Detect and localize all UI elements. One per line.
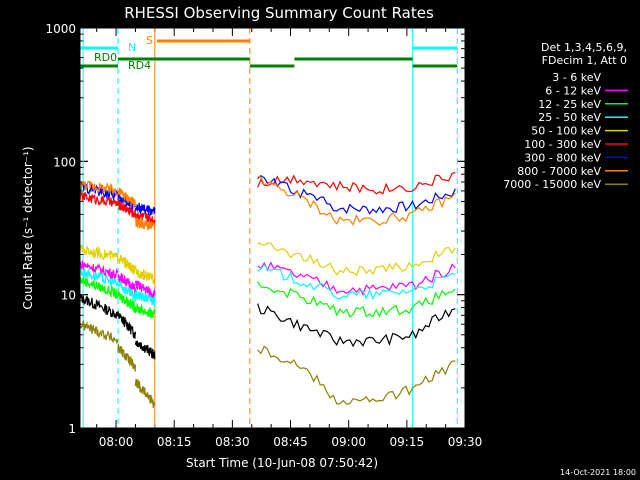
x-tick-label: 09:00 [331, 435, 366, 449]
series-line [79, 294, 456, 360]
flag-label-rd0: RD0 [94, 51, 117, 64]
x-tick-label: 09:15 [390, 435, 425, 449]
x-tick-label: 08:00 [99, 435, 134, 449]
y-tick-labels: 1 10 100 1000 [45, 22, 76, 436]
legend-header-1: Det 1,3,4,5,6,9, [541, 41, 627, 54]
x-tick-label: 08:15 [157, 435, 192, 449]
y-tick-label: 100 [53, 155, 76, 169]
timestamp-label: 14-Oct-2021 18:00 [560, 468, 636, 477]
state-flags [80, 39, 458, 68]
x-tick-labels: 08:00 08:15 08:30 08:45 09:00 09:15 09:30 [99, 435, 483, 449]
legend-entry-label: 300 - 800 keV [524, 151, 601, 164]
series-line [79, 171, 456, 226]
x-tick-label: 08:30 [215, 435, 250, 449]
y-tick-label: 1000 [45, 22, 76, 36]
x-tick-label: 08:45 [273, 435, 308, 449]
y-axis-label: Count Rate (s⁻¹ detector⁻¹) [21, 146, 35, 309]
series-line [79, 276, 456, 319]
x-tick-label: 09:30 [448, 435, 483, 449]
series-line [79, 176, 456, 232]
legend-entry-label: 800 - 7000 keV [517, 165, 601, 178]
legend-entry-label: 12 - 25 keV [538, 98, 601, 111]
legend-header-2: FDecim 1, Att 0 [542, 54, 627, 67]
legend-entry-label: 100 - 300 keV [524, 138, 601, 151]
chart-title: RHESSI Observing Summary Count Rates [124, 4, 434, 22]
plot-area [80, 28, 465, 428]
series-group [79, 171, 456, 409]
legend-entry-label: 25 - 50 keV [538, 111, 601, 124]
flag-label-rd4: RD4 [128, 59, 151, 72]
legend-entry-label: 3 - 6 keV [552, 71, 601, 84]
series-line [79, 320, 456, 409]
series-line [79, 260, 456, 300]
series-line [79, 242, 456, 286]
flag-label-s: S [146, 34, 153, 47]
y-tick-label: 1 [68, 422, 76, 436]
x-axis-label: Start Time (10-Jun-08 07:50:42) [186, 456, 378, 470]
series-line [79, 263, 456, 309]
y-tick-label: 10 [61, 289, 76, 303]
plot-frame [79, 27, 466, 429]
flag-label-n: N [128, 41, 136, 54]
series-line [79, 174, 456, 216]
legend-entry-label: 6 - 12 keV [545, 84, 601, 97]
legend-entry-label: 50 - 100 keV [531, 125, 601, 138]
legend-entry-label: 7000 - 15000 keV [503, 178, 601, 191]
